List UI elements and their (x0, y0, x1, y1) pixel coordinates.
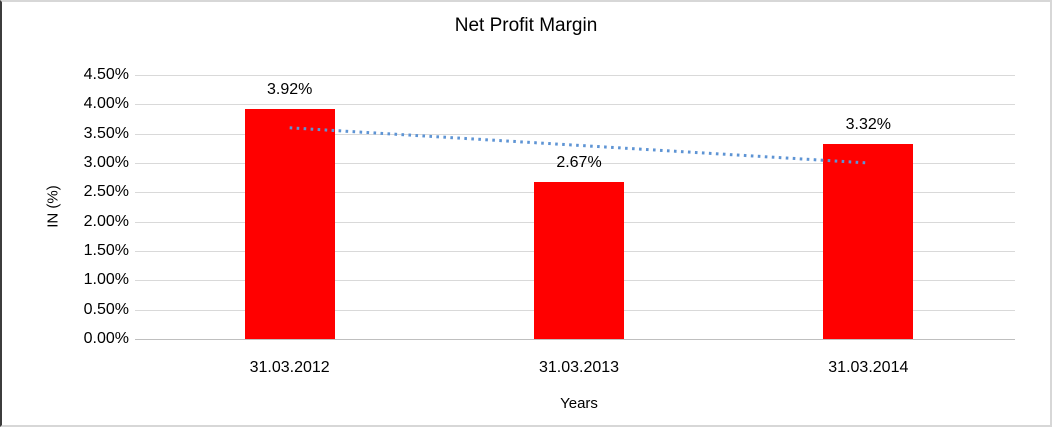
x-axis-line (135, 339, 1015, 340)
bar (534, 182, 624, 339)
y-tick-label: 2.00% (83, 212, 129, 230)
gridline (135, 104, 1015, 106)
bar (823, 144, 914, 339)
y-tick-label: 1.50% (83, 242, 129, 259)
y-tick-label: 3.00% (83, 154, 129, 171)
x-tick-label: 31.03.2014 (828, 359, 909, 376)
y-tick-label: 4.50% (83, 66, 129, 83)
y-tick-label: 4.00% (83, 95, 129, 113)
chart-title: Net Profit Margin (454, 15, 598, 36)
x-axis-title: Years (560, 395, 598, 412)
gridline (135, 75, 1015, 76)
y-tick-label: 0.50% (83, 300, 129, 318)
y-tick-label: 2.50% (83, 183, 129, 201)
bar-value-label: 3.32% (845, 116, 892, 134)
x-tick-label: 31.03.2013 (538, 359, 620, 376)
y-tick-label: 3.50% (83, 124, 129, 142)
x-tick-label: 31.03.2012 (249, 359, 330, 376)
y-tick-label: 0.00% (83, 330, 129, 347)
y-tick-label: 1.00% (83, 271, 129, 289)
bar-value-label: 3.92% (266, 81, 313, 99)
bar-value-label: 2.67% (556, 154, 602, 172)
bar (244, 109, 335, 339)
